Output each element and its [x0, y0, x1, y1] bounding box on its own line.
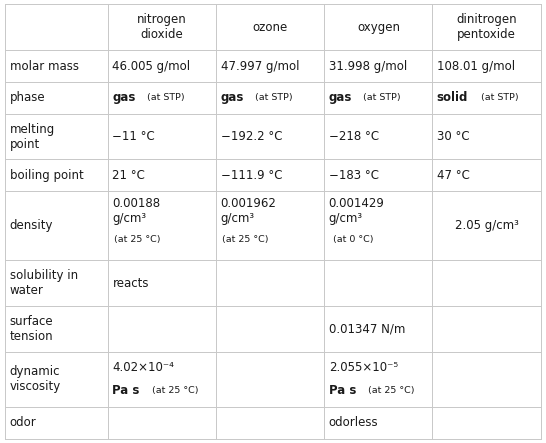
Text: ozone: ozone — [253, 21, 288, 34]
Text: 46.005 g/mol: 46.005 g/mol — [112, 59, 191, 73]
Text: gas: gas — [112, 91, 136, 104]
Text: −183 °C: −183 °C — [329, 169, 379, 182]
Text: Pa s: Pa s — [329, 384, 356, 397]
Text: solid: solid — [437, 91, 468, 104]
Text: dinitrogen
pentoxide: dinitrogen pentoxide — [456, 13, 517, 41]
Text: 0.00188
g/cm³: 0.00188 g/cm³ — [112, 197, 161, 225]
Text: phase: phase — [10, 91, 45, 104]
Text: molar mass: molar mass — [10, 59, 79, 73]
Text: dynamic
viscosity: dynamic viscosity — [10, 365, 61, 393]
Text: Pa s: Pa s — [112, 384, 140, 397]
Text: density: density — [10, 219, 54, 232]
Text: odorless: odorless — [329, 416, 378, 429]
Text: 31.998 g/mol: 31.998 g/mol — [329, 59, 407, 73]
Text: gas: gas — [329, 91, 352, 104]
Text: (at STP): (at STP) — [360, 93, 401, 102]
Text: surface
tension: surface tension — [10, 315, 54, 343]
Text: (at 25 °C): (at 25 °C) — [114, 235, 160, 244]
Text: (at 25 °C): (at 25 °C) — [149, 386, 198, 395]
Text: −218 °C: −218 °C — [329, 130, 379, 143]
Text: (at 25 °C): (at 25 °C) — [365, 386, 414, 395]
Text: (at STP): (at STP) — [252, 93, 293, 102]
Text: 108.01 g/mol: 108.01 g/mol — [437, 59, 515, 73]
Text: odor: odor — [10, 416, 37, 429]
Text: (at STP): (at STP) — [144, 93, 185, 102]
Text: (at STP): (at STP) — [478, 93, 519, 102]
Text: 0.001962
g/cm³: 0.001962 g/cm³ — [221, 197, 276, 225]
Text: 0.01347 N/m: 0.01347 N/m — [329, 323, 405, 335]
Text: 2.05 g/cm³: 2.05 g/cm³ — [455, 219, 518, 232]
Text: (at 25 °C): (at 25 °C) — [222, 235, 268, 244]
Text: −192.2 °C: −192.2 °C — [221, 130, 282, 143]
Text: −11 °C: −11 °C — [112, 130, 155, 143]
Text: gas: gas — [221, 91, 244, 104]
Text: 47 °C: 47 °C — [437, 169, 470, 182]
Text: 30 °C: 30 °C — [437, 130, 470, 143]
Text: reacts: reacts — [112, 276, 149, 290]
Text: 0.001429
g/cm³: 0.001429 g/cm³ — [329, 197, 384, 225]
Text: −111.9 °C: −111.9 °C — [221, 169, 282, 182]
Text: 21 °C: 21 °C — [112, 169, 145, 182]
Text: boiling point: boiling point — [10, 169, 84, 182]
Text: solubility in
water: solubility in water — [10, 269, 78, 297]
Text: nitrogen
dioxide: nitrogen dioxide — [137, 13, 187, 41]
Text: 2.055×10⁻⁵: 2.055×10⁻⁵ — [329, 361, 398, 373]
Text: (at 0 °C): (at 0 °C) — [330, 235, 373, 244]
Text: 4.02×10⁻⁴: 4.02×10⁻⁴ — [112, 361, 174, 373]
Text: melting
point: melting point — [10, 123, 55, 151]
Text: oxygen: oxygen — [357, 21, 400, 34]
Text: 47.997 g/mol: 47.997 g/mol — [221, 59, 299, 73]
